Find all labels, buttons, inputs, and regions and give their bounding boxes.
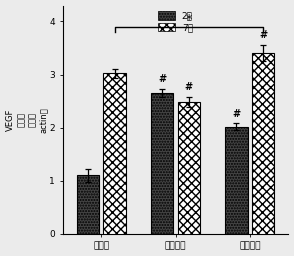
Bar [225, 126, 248, 234]
Bar [151, 93, 173, 234]
Bar [77, 175, 99, 234]
Bar [252, 53, 274, 234]
Y-axis label: VEGF
表达量
（相对
actin）: VEGF 表达量 （相对 actin） [6, 107, 48, 133]
Bar [103, 73, 126, 234]
Text: #: # [158, 74, 166, 84]
Text: *: * [186, 13, 192, 26]
Text: #: # [232, 109, 240, 119]
Bar [178, 102, 200, 234]
Text: #: # [259, 30, 267, 40]
Legend: 2天, 7天: 2天, 7天 [158, 10, 194, 33]
Text: #: # [185, 82, 193, 92]
